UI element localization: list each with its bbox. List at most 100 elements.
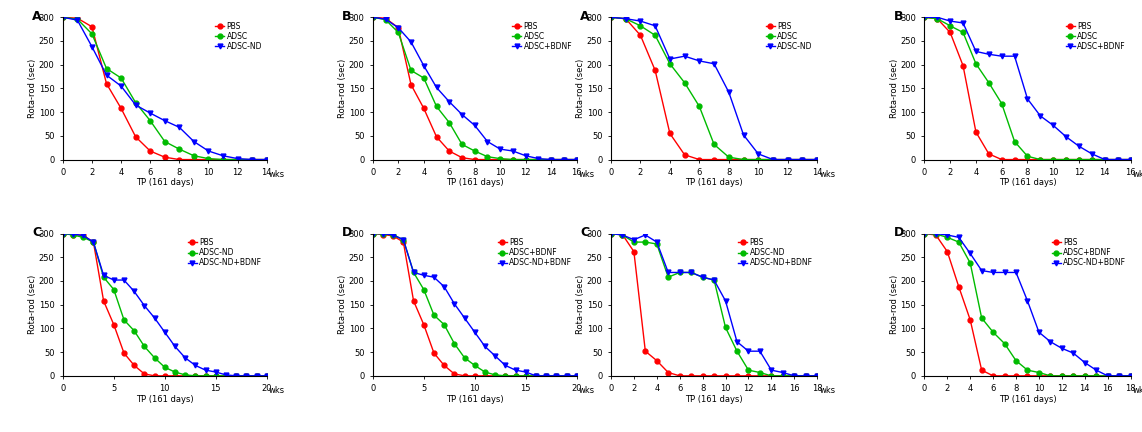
- PBS: [1034, 157, 1047, 162]
- Line: ADSC-ND: ADSC-ND: [61, 231, 270, 378]
- PBS: [781, 157, 795, 162]
- ADSC-ND: [99, 73, 113, 78]
- PBS: [216, 157, 230, 162]
- Text: C: C: [32, 226, 41, 239]
- PBS: [66, 232, 80, 237]
- ADSC+BDNF: [964, 260, 978, 266]
- PBS: [766, 157, 780, 162]
- ADSC-ND+BDNF: [437, 284, 451, 289]
- PBS: [982, 151, 996, 156]
- PBS: [56, 231, 70, 236]
- ADSC+BDNF: [1111, 157, 1125, 162]
- PBS: [1032, 373, 1046, 378]
- ADSC-ND+BDNF: [178, 355, 192, 360]
- ADSC+BDNF: [386, 232, 400, 238]
- ADSC-ND: [172, 125, 186, 130]
- PBS: [246, 157, 259, 162]
- ADSC-ND: [118, 317, 131, 322]
- ADSC: [692, 104, 706, 109]
- PBS: [943, 30, 957, 35]
- PBS: [811, 373, 825, 378]
- Text: B: B: [893, 10, 903, 23]
- PBS: [917, 231, 931, 236]
- X-axis label: TP (161 days): TP (161 days): [685, 394, 743, 403]
- ADSC: [781, 157, 795, 162]
- ADSC-ND: [634, 19, 648, 24]
- ADSC: [1021, 154, 1035, 159]
- PBS: [753, 373, 766, 378]
- ADSC-ND+BDNF: [260, 373, 274, 378]
- ADSC: [56, 15, 70, 20]
- PBS: [144, 149, 158, 154]
- ADSC: [172, 146, 186, 152]
- ADSC-ND+BDNF: [219, 372, 233, 378]
- ADSC+BDNF: [407, 270, 420, 275]
- PBS: [71, 16, 85, 21]
- ADSC+BDNF: [499, 373, 513, 378]
- PBS: [518, 373, 532, 378]
- ADSC-ND+BDNF: [638, 232, 652, 238]
- ADSC-ND: [707, 61, 721, 67]
- PBS: [442, 149, 456, 154]
- PBS: [995, 157, 1008, 162]
- ADSC-ND+BDNF: [673, 270, 686, 275]
- PBS: [730, 373, 743, 378]
- ADSC: [677, 80, 691, 86]
- ADSC-ND: [707, 277, 721, 283]
- ADSC-ND: [188, 373, 202, 378]
- ADSC+BDNF: [1021, 368, 1035, 373]
- ADSC-ND+BDNF: [987, 270, 1000, 275]
- PBS: [427, 350, 441, 356]
- ADSC: [707, 142, 721, 147]
- ADSC-ND+BDNF: [661, 270, 675, 275]
- ADSC-ND: [246, 157, 259, 162]
- PBS: [707, 157, 721, 162]
- ADSC: [1060, 157, 1073, 162]
- Legend: PBS, ADSC, ADSC+BDNF: PBS, ADSC, ADSC+BDNF: [512, 21, 573, 52]
- Y-axis label: Rota-rod (sec): Rota-rod (sec): [577, 275, 586, 334]
- ADSC-ND: [673, 270, 686, 275]
- ADSC-ND+BDNF: [230, 373, 243, 378]
- ADSC-ND: [260, 157, 274, 162]
- PBS: [188, 373, 202, 378]
- ADSC-ND+BDNF: [549, 373, 563, 378]
- Text: C: C: [580, 226, 589, 239]
- PBS: [684, 373, 698, 378]
- ADSC+BDNF: [417, 287, 431, 292]
- ADSC-ND: [128, 328, 142, 334]
- PBS: [811, 157, 825, 162]
- PBS: [638, 349, 652, 354]
- ADSC-ND+BDNF: [407, 270, 420, 275]
- ADSC: [982, 80, 996, 86]
- ADSC: [1085, 157, 1099, 162]
- PBS: [468, 157, 482, 162]
- Text: D: D: [893, 226, 903, 239]
- ADSC-ND+BDNF: [396, 237, 410, 242]
- PBS: [147, 373, 161, 378]
- Legend: PBS, ADSC-ND, ADSC-ND+BDNF: PBS, ADSC-ND, ADSC-ND+BDNF: [187, 237, 263, 268]
- ADSC-ND+BDNF: [427, 275, 441, 280]
- ADSC-ND+BDNF: [1067, 350, 1080, 356]
- ADSC-ND+BDNF: [376, 231, 389, 236]
- ADSC: [766, 157, 780, 162]
- ADSC: [737, 157, 750, 162]
- PBS: [468, 373, 482, 378]
- ADSC-ND+BDNF: [386, 232, 400, 238]
- PBS: [429, 134, 443, 140]
- PBS: [570, 373, 584, 378]
- ADSC-ND+BDNF: [250, 373, 264, 378]
- Y-axis label: Rota-rod (sec): Rota-rod (sec): [890, 59, 899, 118]
- Line: ADSC-ND: ADSC-ND: [609, 231, 820, 378]
- PBS: [722, 157, 735, 162]
- ADSC+BDNF: [1089, 373, 1103, 378]
- ADSC-ND: [71, 18, 85, 23]
- X-axis label: TP (161 days): TP (161 days): [445, 394, 504, 403]
- ADSC-ND: [664, 57, 677, 62]
- ADSC+BDNF: [532, 156, 546, 161]
- ADSC: [114, 76, 128, 81]
- Line: ADSC: ADSC: [61, 15, 270, 162]
- PBS: [417, 322, 431, 327]
- PBS: [987, 373, 1000, 378]
- PBS: [158, 155, 171, 160]
- ADSC-ND: [209, 373, 223, 378]
